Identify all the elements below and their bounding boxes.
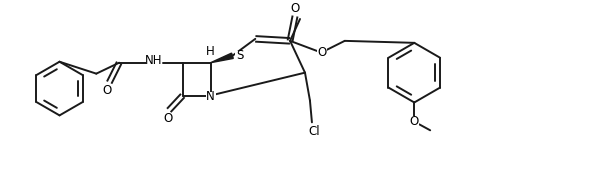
Text: O: O [103,84,112,97]
Text: H: H [206,45,215,58]
Bar [146,56,162,66]
Text: O: O [409,115,419,128]
Text: S: S [237,49,244,62]
Text: O: O [163,112,172,125]
Bar [235,51,245,61]
Bar [103,86,112,95]
Text: Cl: Cl [308,125,320,138]
Bar [290,4,300,12]
Bar [206,92,215,102]
Text: O: O [317,46,326,59]
Text: N: N [206,90,215,103]
Polygon shape [210,53,233,63]
Text: O: O [291,2,300,15]
Text: NH: NH [145,54,163,67]
Bar [409,116,419,126]
Bar [317,48,327,58]
Bar [163,114,173,123]
Bar [307,126,321,136]
